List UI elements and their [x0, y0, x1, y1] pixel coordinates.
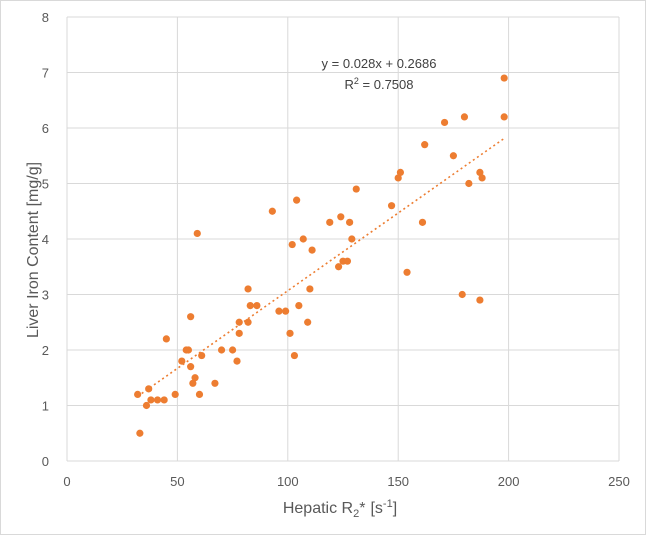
y-tick-label: 1: [42, 399, 49, 414]
x-tick-label: 0: [63, 474, 70, 489]
data-point: [246, 302, 254, 310]
data-point: [229, 346, 237, 354]
data-point: [343, 257, 352, 265]
data-point: [189, 379, 197, 387]
x-tick-label: 100: [277, 474, 299, 489]
data-point: [421, 141, 429, 149]
data-point: [233, 357, 241, 365]
data-point: [184, 346, 193, 354]
data-point: [187, 313, 195, 321]
y-tick-label: 2: [42, 343, 49, 358]
data-point: [465, 179, 473, 188]
data-point: [235, 318, 243, 326]
data-point: [293, 196, 301, 204]
x-tick-labels: 0 50 100 150 200 250: [63, 474, 629, 489]
data-point: [193, 229, 201, 238]
r2-value: = 0.7508: [359, 77, 414, 92]
x-tick-label: 50: [170, 474, 184, 489]
x-title-subscript: 2: [353, 508, 359, 520]
y-tick-label: 4: [42, 232, 49, 247]
data-point: [449, 152, 457, 160]
data-point: [295, 302, 303, 310]
data-points: [134, 74, 508, 437]
data-point: [458, 290, 466, 299]
y-tick-label: 8: [42, 10, 49, 25]
data-point: [308, 246, 316, 254]
data-point: [418, 218, 427, 226]
data-point: [244, 285, 252, 293]
data-point: [191, 374, 199, 382]
r2-superscript: 2: [354, 76, 359, 86]
y-tick-label: 0: [42, 454, 49, 469]
data-point: [326, 218, 334, 226]
data-point: [348, 235, 356, 243]
x-title-main: Hepatic R: [283, 500, 353, 517]
data-point: [346, 218, 354, 226]
data-point: [387, 202, 396, 210]
data-point: [142, 401, 151, 410]
data-point: [290, 351, 299, 360]
data-point: [476, 296, 484, 304]
y-tick-label: 6: [42, 121, 49, 136]
x-tick-label: 150: [387, 474, 409, 489]
data-point: [253, 302, 261, 310]
data-point: [171, 390, 179, 398]
data-point: [334, 263, 343, 271]
data-point: [147, 396, 155, 404]
x-title-star: *: [359, 500, 365, 517]
x-title-unit-close: ]: [393, 500, 397, 517]
r2-prefix: R: [345, 77, 354, 92]
data-point: [217, 346, 226, 354]
data-point: [304, 318, 312, 326]
y-axis-title: Liver Iron Content [mg/g]: [25, 162, 42, 338]
y-tick-label: 3: [42, 288, 49, 303]
data-point: [268, 207, 276, 215]
y-tick-labels: 0 1 2 3 4 5 6 7 8: [42, 10, 49, 469]
x-title-unit-superscript: -1: [383, 498, 393, 510]
gridlines: [66, 16, 620, 462]
data-point: [145, 385, 153, 393]
data-point: [275, 307, 283, 315]
data-point: [136, 429, 144, 437]
x-tick-label: 250: [608, 474, 630, 489]
data-point: [286, 329, 294, 337]
x-axis-title: Hepatic R2* [s-1]: [283, 498, 397, 520]
x-title-unit-open: [s: [370, 500, 382, 517]
data-point: [396, 168, 405, 176]
data-point: [352, 185, 360, 193]
trendline-group: [137, 137, 505, 398]
data-point: [299, 235, 307, 243]
data-point: [281, 307, 290, 315]
x-tick-label: 200: [498, 474, 520, 489]
data-point: [306, 285, 314, 293]
data-point: [394, 174, 402, 182]
data-point: [500, 74, 508, 82]
data-point: [178, 357, 186, 365]
data-point: [337, 213, 345, 221]
data-point: [476, 168, 484, 176]
trendline-equation: y = 0.028x + 0.2686: [322, 56, 437, 71]
data-point: [460, 113, 469, 121]
data-point: [160, 396, 168, 404]
trendline: [137, 137, 505, 398]
data-point: [500, 113, 508, 121]
data-point: [134, 390, 142, 398]
y-tick-label: 5: [42, 177, 49, 192]
data-point: [187, 363, 195, 371]
y-tick-label: 7: [42, 66, 49, 81]
data-point: [403, 268, 411, 276]
data-point: [235, 329, 243, 337]
data-point: [211, 379, 219, 387]
data-point: [478, 174, 486, 182]
data-point: [153, 396, 162, 404]
data-point: [162, 335, 170, 343]
data-point: [198, 351, 206, 360]
data-point: [195, 390, 204, 398]
trendline-r-squared: R2 = 0.7508: [345, 76, 414, 92]
data-point: [244, 318, 252, 326]
data-point: [288, 240, 296, 249]
data-point: [440, 118, 449, 127]
